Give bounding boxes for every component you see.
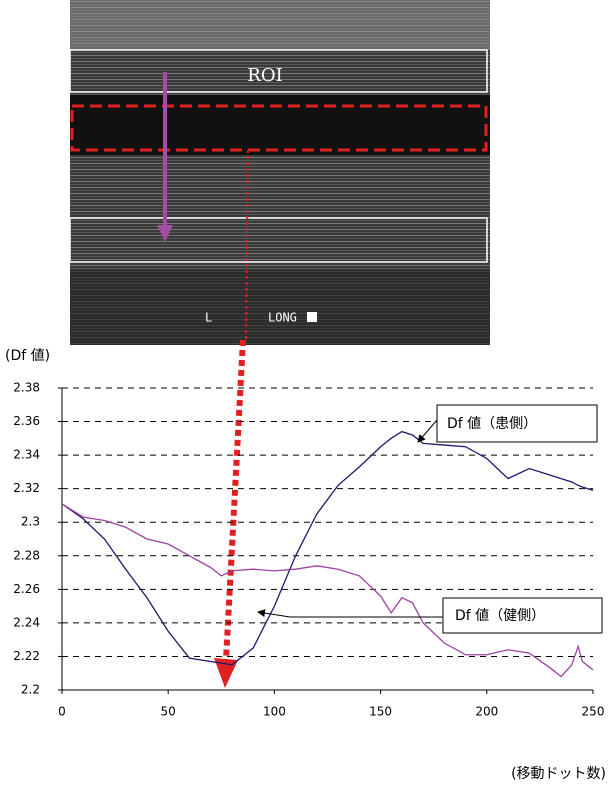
y-tick-label: 2.36	[13, 414, 40, 428]
data-line	[61, 503, 594, 678]
y-axis-label: (Df 値)	[5, 348, 50, 364]
y-tick-label: 2.26	[13, 582, 40, 596]
x-tick-label: 150	[369, 705, 392, 719]
roi-label: ROI	[247, 65, 282, 86]
x-tick-label: 50	[161, 705, 176, 719]
guide-line	[245, 149, 249, 341]
y-tick-label: 2.32	[13, 481, 40, 495]
y-tick-label: 2.2	[21, 683, 40, 697]
data-line	[61, 430, 594, 666]
annotation: Df 値（患側）	[447, 416, 537, 432]
image-label: LONG	[268, 311, 297, 325]
y-tick-label: 2.28	[13, 548, 40, 562]
annotation-box	[442, 597, 603, 634]
image-label: L	[205, 311, 212, 325]
annotation-arrow	[417, 419, 438, 443]
y-tick-label: 2.3	[21, 515, 40, 529]
y-tick-label: 2.22	[13, 649, 40, 663]
annotation-arrow	[257, 609, 443, 618]
y-tick-label: 2.38	[13, 381, 40, 395]
guide-arrow	[223, 339, 246, 661]
x-tick-label: 250	[582, 705, 605, 719]
y-tick-label: 2.34	[13, 448, 40, 462]
x-tick-label: 0	[58, 705, 66, 719]
x-tick-label: 200	[475, 705, 498, 719]
x-tick-label: 100	[263, 705, 286, 719]
x-axis-label: (移動ドット数)	[511, 766, 606, 782]
plot: 2.2 2.22 2.24 2.26 2.28 2.3 2.32 2.34 2.36 2.38 0 5…	[13, 381, 604, 719]
annotation-box	[436, 404, 598, 443]
annotation: Df 値（健側）	[455, 608, 545, 624]
y-tick-label: 2.24	[13, 615, 40, 629]
ultrasound-image: ROI L LONG	[69, 0, 490, 345]
